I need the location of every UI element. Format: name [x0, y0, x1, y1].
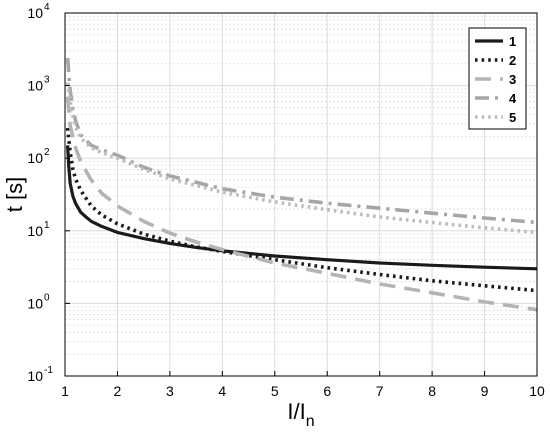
y-tick-exponent: 3 — [44, 75, 50, 86]
series-line-2 — [65, 127, 538, 293]
series-line-1 — [66, 145, 538, 271]
legend-label-3: 3 — [509, 72, 516, 87]
y-tick-base: 10 — [27, 368, 43, 384]
series-line-3 — [65, 96, 538, 312]
x-axis-label-subscript: n — [306, 413, 315, 430]
x-tick-label: 4 — [218, 383, 226, 399]
series-line-4 — [65, 57, 538, 225]
plot-frame — [64, 12, 538, 377]
y-tick-label: 10 — [27, 78, 43, 94]
y-tick-label: 10 — [27, 223, 43, 239]
y-tick-base: 10 — [27, 78, 43, 94]
y-tick-base: 10 — [27, 150, 43, 166]
y-tick-exponent: 2 — [44, 147, 50, 158]
x-axis-label-main: I/I — [287, 399, 305, 424]
series-layer — [65, 57, 538, 312]
x-tick-label: 9 — [481, 383, 489, 399]
legend: 1 2 3 4 5 — [468, 27, 527, 130]
y-tick-exponent: 4 — [44, 2, 50, 13]
x-axis-label: I/In — [287, 399, 314, 430]
y-tick-exponent: -1 — [44, 365, 53, 376]
x-tick-label: 1 — [61, 383, 69, 399]
legend-label-1: 1 — [509, 34, 516, 49]
y-tick-base: 10 — [27, 223, 43, 239]
x-tick-label: 10 — [529, 383, 545, 399]
y-tick-base: 10 — [27, 5, 43, 21]
x-axis-ticks: 1 2 3 4 5 6 7 8 9 10 — [61, 371, 545, 399]
y-tick-base: 10 — [27, 295, 43, 311]
legend-label-5: 5 — [509, 110, 516, 125]
x-tick-label: 2 — [114, 383, 122, 399]
y-tick-exponent: 1 — [44, 220, 50, 231]
y-tick-exponent: 0 — [44, 292, 50, 303]
minor-grid — [65, 15, 537, 355]
major-grid — [64, 12, 538, 377]
y-axis-label: t [s] — [2, 177, 27, 212]
x-tick-label: 3 — [166, 383, 174, 399]
y-tick-label: 10 — [27, 150, 43, 166]
y-tick-label: 10 — [27, 368, 43, 384]
legend-label-4: 4 — [509, 91, 517, 106]
series-line-5 — [65, 82, 538, 235]
x-tick-label: 7 — [376, 383, 384, 399]
x-tick-label: 8 — [428, 383, 436, 399]
legend-label-2: 2 — [509, 53, 516, 68]
x-tick-label: 6 — [323, 383, 331, 399]
x-tick-label: 5 — [271, 383, 279, 399]
y-tick-label: 10 — [27, 295, 43, 311]
y-tick-label: 10 — [27, 5, 43, 21]
